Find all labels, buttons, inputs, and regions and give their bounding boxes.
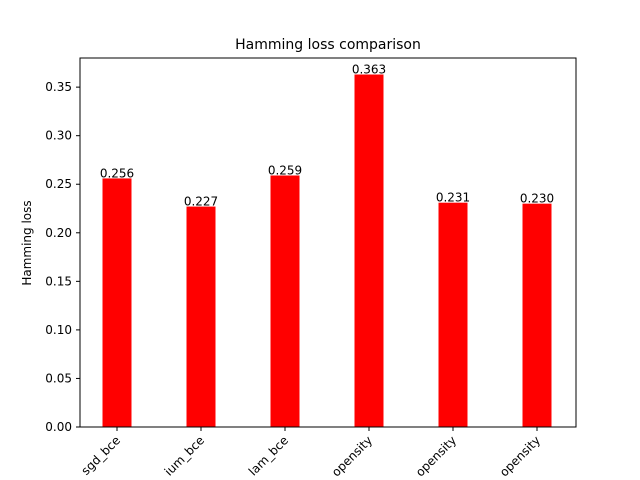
y-tick-label-7: 0.35 xyxy=(45,80,72,94)
y-tick-label-0: 0.00 xyxy=(45,420,72,434)
x-tick-label-0: sgd_bce xyxy=(79,433,124,478)
chart-title: Hamming loss comparison xyxy=(235,37,421,53)
bar-1 xyxy=(186,206,216,427)
x-tick-label-3: opensity xyxy=(329,433,375,479)
data-label-4: 0.231 xyxy=(436,191,470,205)
y-tick-label-6: 0.30 xyxy=(45,129,72,143)
data-labels-group: 0.256 0.227 0.259 0.363 0.231 0.230 xyxy=(100,63,554,209)
x-tick-label-4: opensity xyxy=(413,433,459,479)
data-label-0: 0.256 xyxy=(100,166,134,180)
bar-2 xyxy=(270,175,300,427)
data-label-1: 0.227 xyxy=(184,195,218,209)
bars-group xyxy=(102,74,552,427)
y-tick-label-1: 0.05 xyxy=(45,371,72,385)
y-tick-label-4: 0.20 xyxy=(45,226,72,240)
x-tick-label-2: lam_bce xyxy=(246,433,291,478)
y-axis-label: Hamming loss xyxy=(20,200,34,285)
bar-0 xyxy=(102,178,132,427)
data-label-3: 0.363 xyxy=(352,63,386,77)
x-ticks-group: sgd_bce ium_bce lam_bce opensity opensity ope… xyxy=(79,427,543,479)
x-tick-label-1: ium_bce xyxy=(162,433,207,478)
y-tick-label-3: 0.15 xyxy=(45,274,72,288)
y-ticks-group: 0.00 0.05 0.10 0.15 0.20 0.25 0.30 0.35 xyxy=(45,80,80,434)
x-tick-label-5: opensity xyxy=(497,433,543,479)
y-tick-label-2: 0.10 xyxy=(45,323,72,337)
y-tick-label-5: 0.25 xyxy=(45,177,72,191)
data-label-5: 0.230 xyxy=(520,192,554,206)
bar-5 xyxy=(522,203,552,427)
plot-frame xyxy=(79,57,577,428)
bar-4 xyxy=(438,202,468,427)
bar-3 xyxy=(354,74,384,427)
data-label-2: 0.259 xyxy=(268,163,302,177)
